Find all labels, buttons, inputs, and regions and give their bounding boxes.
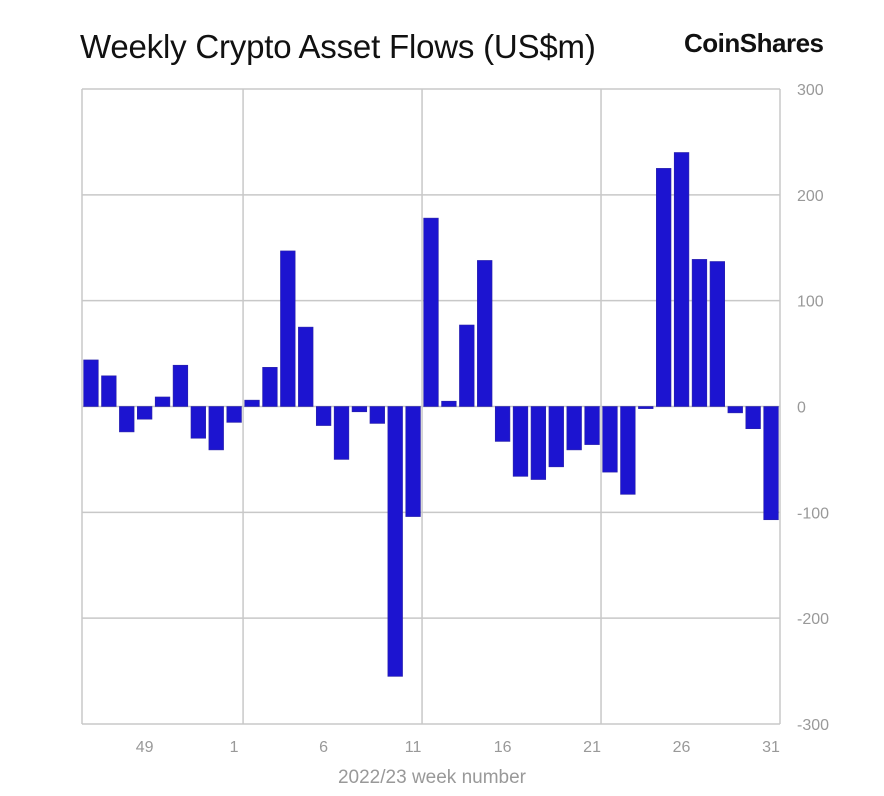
y-tick-label: -100 bbox=[797, 505, 829, 522]
bar bbox=[763, 406, 779, 521]
bar bbox=[208, 406, 224, 451]
bar bbox=[333, 406, 350, 460]
x-tick-label: 49 bbox=[136, 739, 154, 756]
bar bbox=[691, 259, 708, 407]
bar bbox=[172, 364, 189, 407]
bar bbox=[494, 406, 511, 442]
x-tick-label: 1 bbox=[230, 739, 239, 756]
bar bbox=[154, 396, 171, 407]
x-axis-label: 2022/23 week number bbox=[338, 767, 527, 788]
bar bbox=[137, 406, 153, 420]
bar bbox=[656, 168, 672, 407]
bar bbox=[566, 406, 582, 451]
bar bbox=[244, 399, 260, 407]
bar bbox=[638, 406, 654, 409]
x-tick-label: 6 bbox=[319, 739, 328, 756]
bar bbox=[351, 406, 368, 413]
x-tick-label: 11 bbox=[405, 739, 422, 756]
bar bbox=[530, 406, 547, 480]
y-tick-label: 300 bbox=[797, 82, 824, 99]
bar bbox=[745, 406, 761, 430]
bar bbox=[405, 406, 421, 517]
y-tick-label: 100 bbox=[797, 294, 824, 311]
x-tick-label: 16 bbox=[494, 739, 512, 756]
x-tick-label: 21 bbox=[583, 739, 601, 756]
bar bbox=[459, 324, 475, 407]
bar bbox=[423, 217, 439, 407]
y-tick-label: -300 bbox=[797, 717, 829, 734]
bar bbox=[119, 406, 135, 433]
bar bbox=[262, 367, 278, 407]
x-tick-label: 31 bbox=[762, 739, 780, 756]
y-tick-label: 0 bbox=[797, 400, 806, 417]
bar bbox=[369, 406, 385, 424]
bar bbox=[298, 326, 314, 407]
coinshares-logo: CoinShares bbox=[684, 28, 824, 58]
bar bbox=[190, 406, 206, 439]
bar bbox=[280, 250, 296, 407]
bar bbox=[477, 260, 493, 407]
bar bbox=[226, 406, 242, 423]
bar bbox=[387, 406, 403, 677]
bar bbox=[83, 359, 99, 407]
bar bbox=[620, 406, 636, 495]
bar bbox=[441, 400, 457, 407]
chart-title: Weekly Crypto Asset Flows (US$m) bbox=[80, 28, 596, 65]
bar bbox=[584, 406, 600, 445]
bar bbox=[101, 375, 117, 407]
bar bbox=[727, 406, 743, 414]
bar bbox=[709, 261, 725, 407]
bar bbox=[512, 406, 529, 477]
x-tick-label: 26 bbox=[673, 739, 691, 756]
bar bbox=[602, 406, 618, 473]
bar bbox=[548, 406, 564, 468]
y-tick-label: -200 bbox=[797, 611, 829, 628]
y-tick-label: 200 bbox=[797, 188, 824, 205]
bar bbox=[673, 152, 690, 407]
bar bbox=[315, 406, 332, 426]
